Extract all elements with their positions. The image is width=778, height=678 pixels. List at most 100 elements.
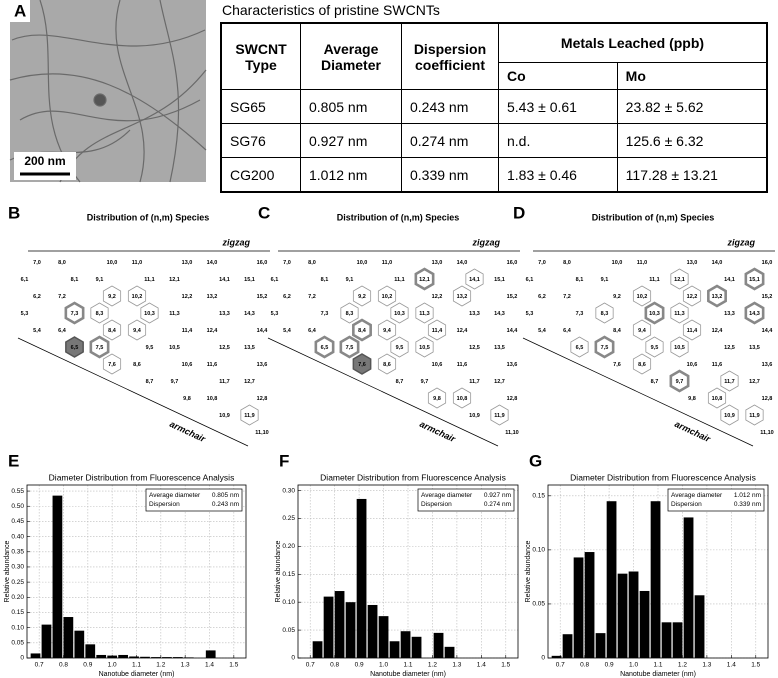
bar [41, 624, 52, 658]
species-hex [390, 336, 409, 358]
species-label: 6,1 [271, 277, 279, 283]
panel-letter: F [279, 451, 289, 470]
subheader-row: Co Mo [221, 62, 768, 90]
species-label: 13,2 [207, 294, 218, 300]
species-hex [632, 353, 652, 375]
species-label: 10,3 [394, 311, 405, 317]
bar [389, 641, 400, 658]
species-label: 13,5 [749, 345, 760, 351]
y-tick-label: 0.20 [11, 594, 24, 601]
bar [562, 634, 573, 658]
x-tick-label: 1.3 [181, 662, 190, 669]
species-label: 13,2 [457, 294, 468, 300]
species-label: 9,4 [133, 328, 142, 334]
species-hex [90, 302, 109, 324]
species-label: 13,6 [507, 362, 518, 368]
armchair-axis [522, 337, 754, 447]
bar [672, 622, 683, 658]
species-label: 9,5 [396, 345, 404, 351]
y-tick-label: 0.50 [11, 503, 24, 510]
species-label: 11,1 [394, 277, 404, 283]
y-tick-label: 0.10 [11, 624, 24, 631]
x-tick-label: 1.5 [751, 662, 760, 669]
species-label: 11,9 [494, 413, 504, 419]
species-label: 6,2 [538, 294, 546, 300]
bar [129, 656, 139, 658]
x-tick-label: 1.1 [403, 662, 412, 669]
species-hex [744, 267, 765, 291]
zigzag-label: zigzag [471, 237, 500, 247]
bar [107, 655, 118, 658]
species-label: 9,2 [108, 294, 116, 300]
micrograph: A 200 nm [9, 0, 207, 183]
species-hex [339, 335, 360, 359]
species-label: 12,7 [749, 379, 760, 385]
species-label: 5,3 [526, 311, 534, 317]
species-label: 10,6 [687, 362, 698, 368]
bar [400, 631, 411, 658]
species-label: 11,6 [207, 362, 217, 368]
species-hex [415, 336, 434, 358]
species-label: 13,3 [469, 311, 480, 317]
species-hex [377, 285, 397, 307]
species-label: 7,2 [308, 294, 316, 300]
bar [606, 501, 617, 658]
species-hex [127, 319, 147, 341]
table-cell: 0.243 nm [401, 89, 499, 124]
species-label: 13,0 [687, 260, 698, 266]
species-label: 8,1 [71, 277, 79, 283]
bar [683, 517, 694, 658]
species-label: 16,0 [257, 260, 268, 266]
zigzag-label: zigzag [221, 237, 250, 247]
species-label: 9,8 [688, 396, 696, 402]
table-body: SG65 0.805 nm 0.243 nm 5.43 ± 0.61 23.82 ± 5… [220, 89, 768, 193]
map-title: Distribution of (n,m) Species [337, 212, 460, 222]
y-tick-label: 0 [20, 655, 24, 662]
species-label: 7,5 [96, 345, 104, 351]
species-label: 6,5 [71, 345, 79, 351]
species-label: 10,0 [107, 260, 118, 266]
species-label: 14,3 [244, 311, 255, 317]
y-tick-label: 0.20 [282, 543, 295, 550]
y-tick-label: 0.15 [11, 609, 24, 616]
species-label: 13,2 [712, 294, 723, 300]
species-label: 14,1 [724, 277, 735, 283]
x-tick-label: 0.9 [605, 662, 614, 669]
species-label: 12,7 [494, 379, 505, 385]
species-label: 8,6 [383, 362, 391, 368]
annotation-value: 1.012 nm [734, 492, 761, 499]
map-title: Distribution of (n,m) Species [592, 212, 715, 222]
species-label: 9,4 [638, 328, 647, 334]
species-label: 11,7 [219, 379, 229, 385]
species-label: 12,7 [244, 379, 255, 385]
x-tick-label: 1.2 [156, 662, 165, 669]
species-hex [427, 319, 447, 341]
species-label: 7,3 [71, 311, 79, 317]
y-tick-label: 0.05 [11, 640, 24, 647]
y-tick-label: 0.05 [282, 627, 295, 634]
bar [345, 602, 356, 658]
y-tick-label: 0.35 [11, 548, 24, 555]
chart-title: Diameter Distribution from Fluorescence … [49, 472, 235, 482]
species-label: 11,0 [132, 260, 142, 266]
species-label: 13,6 [762, 362, 773, 368]
table-title: Characteristics of pristine SWCNTs [222, 2, 440, 18]
bar [628, 571, 639, 658]
table-cell: 1.83 ± 0.46 [498, 157, 618, 193]
species-hex [645, 336, 664, 358]
species-label: 16,0 [762, 260, 773, 266]
species-hex [452, 285, 472, 307]
annotation-label: Dispersion [149, 501, 180, 508]
panel-letter: C [258, 203, 270, 222]
species-hex [644, 301, 665, 325]
species-label: 6,4 [563, 328, 572, 334]
table-cell: SG65 [220, 89, 301, 124]
species-label: 6,1 [526, 277, 534, 283]
species-hex [452, 387, 472, 409]
species-label: 6,5 [576, 345, 584, 351]
species-hex [707, 387, 727, 409]
x-tick-label: 1.4 [477, 662, 486, 669]
plot-frame [297, 484, 519, 659]
table-cell: 1.012 nm [300, 157, 402, 193]
